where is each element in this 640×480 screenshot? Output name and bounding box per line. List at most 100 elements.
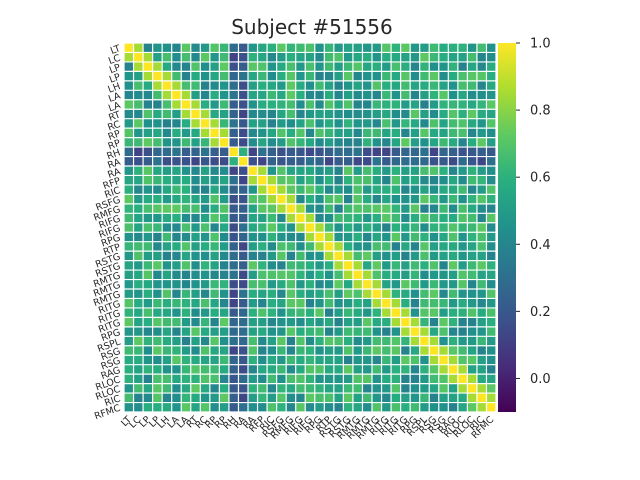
heatmap-cell	[438, 383, 449, 394]
heatmap-cell	[209, 251, 220, 261]
heatmap-cell	[333, 194, 344, 205]
heatmap-cell	[190, 222, 201, 233]
heatmap-cell	[457, 118, 468, 129]
heatmap-cell	[486, 194, 497, 205]
heatmap-cell	[400, 43, 411, 53]
heatmap-cell	[419, 166, 430, 176]
heatmap-cell	[124, 147, 134, 157]
heatmap-cell	[257, 137, 268, 148]
heatmap-cell	[257, 260, 268, 271]
heatmap-cell	[133, 184, 144, 195]
heatmap-cell	[162, 345, 172, 356]
heatmap-cell	[162, 184, 172, 195]
heatmap-cell	[209, 241, 220, 252]
heatmap-cell	[181, 279, 192, 290]
heatmap-cell	[333, 298, 344, 309]
heatmap-cell	[314, 194, 325, 205]
heatmap-cell	[429, 317, 440, 328]
heatmap-cell	[381, 251, 392, 261]
heatmap-cell	[162, 99, 172, 110]
heatmap-cell	[190, 279, 201, 290]
heatmap-cell	[381, 43, 392, 53]
heatmap-cell	[143, 289, 153, 299]
heatmap-cell	[381, 156, 392, 167]
heatmap-cell	[448, 241, 459, 252]
heatmap-cell	[352, 128, 363, 138]
heatmap-cell	[219, 279, 230, 290]
heatmap-cell	[276, 61, 287, 72]
heatmap-cell	[352, 355, 363, 365]
heatmap-cell	[248, 222, 258, 233]
heatmap-cell	[305, 270, 316, 280]
heatmap-cell	[238, 194, 249, 205]
heatmap-cell	[152, 374, 163, 384]
heatmap-cell	[200, 61, 211, 72]
heatmap-cell	[190, 52, 201, 63]
heatmap-cell	[372, 336, 382, 347]
heatmap-cell	[238, 317, 249, 328]
heatmap-cell	[391, 383, 401, 394]
heatmap-cell	[295, 99, 306, 110]
heatmap-cell	[419, 289, 430, 299]
heatmap-cell	[200, 213, 211, 224]
heatmap-cell	[257, 393, 268, 403]
heatmap-cell	[257, 109, 268, 119]
heatmap-cell	[200, 364, 211, 375]
heatmap-cell	[209, 203, 220, 214]
heatmap-cell	[467, 61, 478, 72]
heatmap-cell	[438, 260, 449, 271]
heatmap-cell	[352, 166, 363, 176]
heatmap-cell	[314, 175, 325, 186]
heatmap-cell	[457, 71, 468, 82]
heatmap-cell	[352, 298, 363, 309]
heatmap-cell	[457, 156, 468, 167]
heatmap-cell	[333, 364, 344, 375]
heatmap-cell	[314, 213, 325, 224]
heatmap-cell	[143, 326, 153, 337]
heatmap-cell	[248, 364, 258, 375]
heatmap-cell	[467, 260, 478, 271]
heatmap-cell	[219, 52, 230, 63]
heatmap-cell	[400, 317, 411, 328]
heatmap-cell	[143, 298, 153, 309]
heatmap-cell	[238, 232, 249, 242]
heatmap-cell	[162, 251, 172, 261]
heatmap-cell	[181, 270, 192, 280]
heatmap-cell	[152, 52, 163, 63]
heatmap-cell	[457, 307, 468, 318]
heatmap-cell	[152, 213, 163, 224]
heatmap-cell	[276, 383, 287, 394]
heatmap-cell	[381, 71, 392, 82]
heatmap-cell	[209, 175, 220, 186]
heatmap-cell	[410, 128, 420, 138]
heatmap-cell	[238, 118, 249, 129]
heatmap-cell	[438, 289, 449, 299]
heatmap-cell	[228, 61, 239, 72]
heatmap-cell	[219, 298, 230, 309]
heatmap-cell	[476, 232, 487, 242]
heatmap-cell	[419, 137, 430, 148]
heatmap-cell	[467, 317, 478, 328]
heatmap-cell	[410, 118, 420, 129]
heatmap-cell	[410, 307, 420, 318]
heatmap-cell	[295, 71, 306, 82]
heatmap-cell	[429, 156, 440, 167]
heatmap-cell	[448, 355, 459, 365]
heatmap-cell	[419, 175, 430, 186]
heatmap-cell	[219, 203, 230, 214]
heatmap-cell	[314, 43, 325, 53]
heatmap-cell	[448, 364, 459, 375]
heatmap-cell	[267, 383, 277, 394]
heatmap-cell	[457, 364, 468, 375]
heatmap-cell	[152, 289, 163, 299]
heatmap-cell	[143, 383, 153, 394]
heatmap-cell	[410, 90, 420, 101]
heatmap-cell	[400, 71, 411, 82]
heatmap-cell	[314, 279, 325, 290]
heatmap-cell	[171, 52, 182, 63]
heatmap-cell	[486, 383, 497, 394]
heatmap-cell	[228, 279, 239, 290]
heatmap-cell	[295, 279, 306, 290]
heatmap-cell	[143, 175, 153, 186]
heatmap-cell	[324, 402, 335, 413]
